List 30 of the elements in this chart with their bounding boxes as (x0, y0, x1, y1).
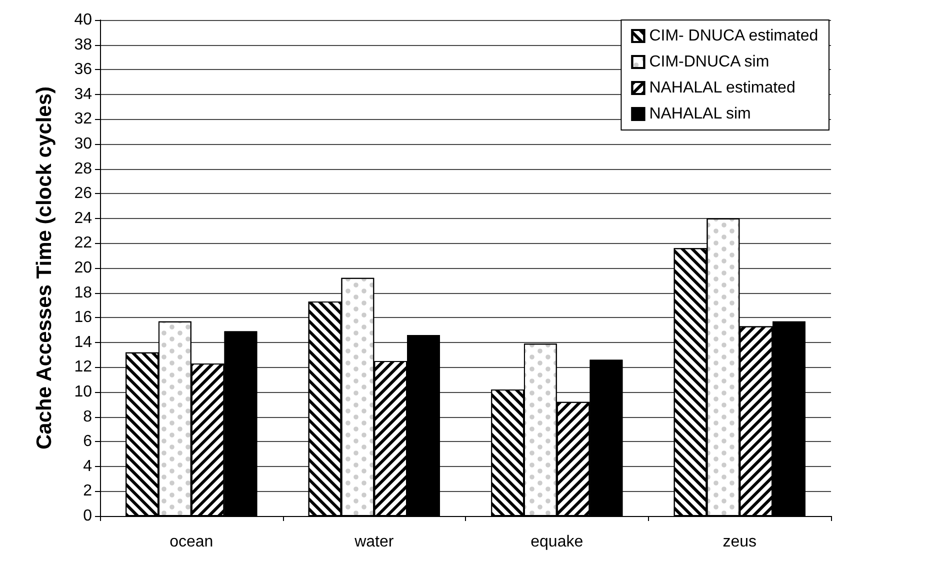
y-axis-title: Cache Accesses Time (clock cycles) (33, 86, 56, 450)
y-tick-label: 18 (74, 284, 92, 302)
y-tick-label: 24 (74, 210, 92, 227)
y-tick-label: 16 (74, 309, 92, 326)
y-tick-label: 22 (74, 234, 92, 252)
x-tick-label: water (354, 534, 394, 550)
y-tick-label: 30 (74, 136, 92, 152)
legend-label: NAHALAL sim (649, 106, 751, 122)
y-tick-label: 8 (83, 408, 92, 426)
y-tick-label: 40 (74, 12, 92, 28)
x-tick-label: zeus (722, 534, 757, 550)
y-tick-label: 0 (83, 508, 92, 524)
y-tick-label: 28 (74, 160, 92, 178)
x-tick-label: equake (530, 534, 584, 550)
y-tick-label: 14 (74, 334, 92, 351)
y-tick-label: 26 (74, 185, 92, 202)
y-tick-label: 32 (74, 110, 92, 128)
y-tick-label: 12 (74, 358, 92, 376)
y-tick-label: 38 (74, 36, 92, 54)
y-tick-label: 34 (74, 86, 92, 103)
y-tick-label: 10 (74, 384, 92, 400)
legend-label: CIM- DNUCA estimated (649, 28, 818, 44)
y-tick-label: 20 (74, 260, 92, 276)
y-tick-label: 36 (74, 61, 92, 78)
x-tick-label: ocean (170, 534, 214, 550)
legend-label: NAHALAL estimated (649, 80, 796, 96)
y-tick-label: 4 (83, 458, 92, 475)
legend-label: CIM-DNUCA sim (649, 54, 770, 70)
y-tick-label: 2 (83, 482, 92, 500)
y-tick-label: 6 (83, 433, 92, 450)
